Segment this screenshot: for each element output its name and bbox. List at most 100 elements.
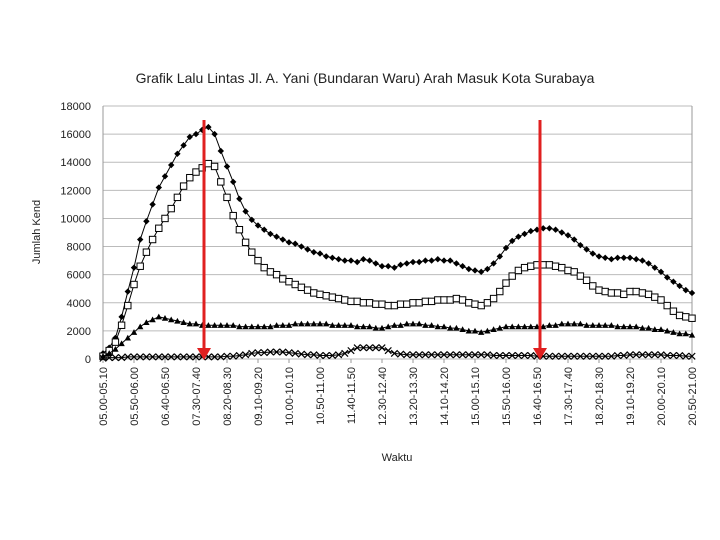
marker — [291, 349, 299, 358]
marker — [583, 322, 590, 328]
marker — [670, 329, 677, 335]
marker — [626, 323, 634, 330]
marker — [310, 289, 318, 297]
marker — [477, 301, 485, 310]
marker — [335, 322, 342, 328]
marker — [471, 351, 479, 359]
marker — [360, 256, 367, 263]
series-line — [102, 347, 692, 359]
marker — [174, 150, 181, 157]
marker — [192, 320, 200, 327]
marker — [545, 352, 554, 360]
x-tick-label: 18.20-18.30 — [594, 367, 606, 426]
marker — [217, 178, 225, 186]
marker — [161, 214, 169, 223]
marker — [496, 253, 503, 260]
marker — [353, 344, 361, 352]
marker — [416, 258, 423, 266]
marker — [205, 322, 212, 328]
marker — [186, 173, 194, 182]
marker — [242, 208, 249, 215]
marker — [378, 324, 386, 331]
marker — [316, 320, 324, 327]
marker — [149, 316, 156, 323]
marker — [117, 321, 126, 329]
marker — [415, 299, 423, 307]
marker — [323, 253, 330, 260]
marker — [142, 248, 151, 256]
marker — [440, 257, 448, 264]
marker — [638, 289, 647, 297]
marker — [409, 351, 417, 359]
marker — [540, 323, 547, 330]
marker — [564, 352, 572, 360]
marker — [372, 300, 380, 308]
x-tick-label: 06.40-06.50 — [160, 367, 172, 426]
marker — [453, 260, 460, 267]
x-tick-label: 08.20-08.30 — [222, 367, 234, 426]
marker — [434, 323, 441, 330]
x-tick-label: 16.40-16.50 — [532, 367, 544, 426]
marker — [347, 322, 355, 328]
marker — [670, 278, 677, 285]
marker — [334, 351, 343, 359]
marker — [608, 256, 615, 263]
marker — [664, 327, 671, 334]
marker — [551, 262, 560, 270]
marker — [186, 133, 193, 141]
marker — [447, 257, 454, 264]
marker — [663, 351, 671, 360]
marker — [223, 352, 231, 360]
marker — [403, 351, 411, 359]
marker — [328, 351, 337, 360]
marker — [502, 351, 510, 360]
marker — [459, 263, 466, 270]
marker — [260, 349, 268, 357]
marker — [440, 296, 448, 304]
marker — [477, 351, 485, 359]
marker — [633, 256, 640, 263]
marker — [446, 296, 454, 304]
marker — [558, 352, 566, 360]
y-tick-label: 6000 — [67, 270, 91, 282]
marker — [149, 201, 156, 208]
marker — [602, 322, 609, 328]
marker — [483, 299, 492, 307]
marker — [682, 313, 690, 321]
marker — [354, 258, 361, 266]
marker — [428, 257, 435, 264]
marker — [372, 260, 379, 267]
marker — [540, 225, 547, 232]
marker — [509, 237, 516, 245]
marker — [272, 348, 281, 356]
marker — [651, 326, 658, 333]
marker — [564, 232, 572, 239]
marker — [235, 225, 244, 234]
marker — [471, 300, 479, 308]
marker — [204, 159, 213, 168]
marker — [434, 296, 442, 304]
marker — [651, 351, 659, 359]
marker — [254, 323, 262, 330]
marker — [292, 240, 299, 247]
marker — [508, 272, 516, 280]
marker — [527, 227, 534, 235]
marker — [260, 263, 268, 272]
marker — [285, 349, 293, 357]
marker — [582, 276, 591, 284]
marker — [583, 246, 590, 253]
marker — [496, 324, 503, 331]
y-tick-label: 2000 — [67, 326, 91, 338]
marker — [155, 313, 162, 320]
x-tick-label: 10.50-11.00 — [315, 367, 327, 425]
marker — [205, 123, 212, 131]
marker — [266, 348, 275, 356]
marker — [465, 351, 473, 359]
marker — [521, 230, 528, 238]
marker — [155, 184, 162, 191]
marker — [465, 265, 472, 273]
marker — [118, 340, 125, 347]
marker — [130, 353, 138, 361]
marker — [179, 353, 188, 361]
marker — [558, 263, 566, 272]
